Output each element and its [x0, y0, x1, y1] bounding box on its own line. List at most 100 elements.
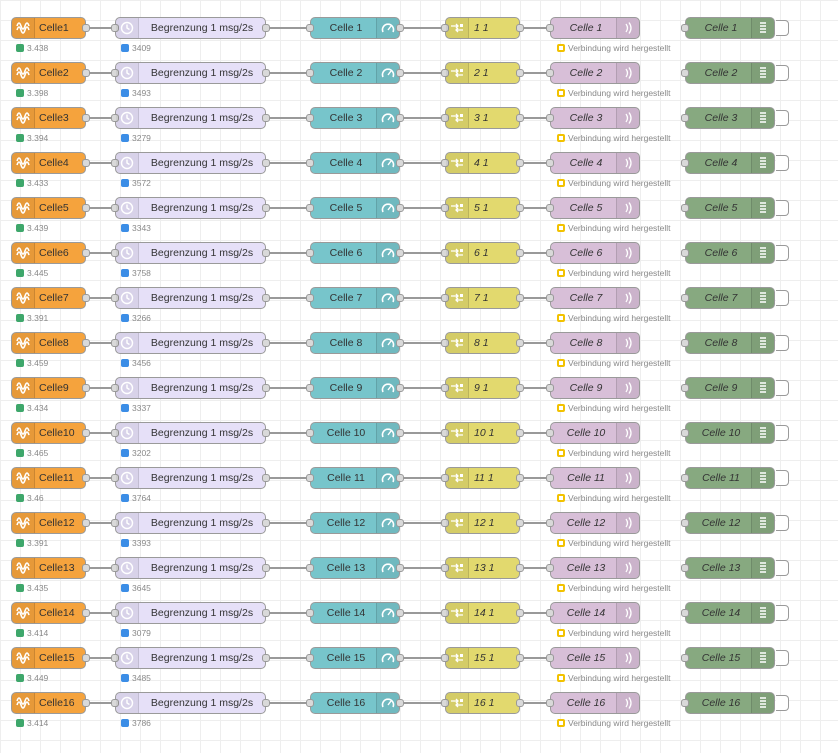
output-port[interactable]	[396, 339, 404, 347]
input-port[interactable]	[111, 699, 119, 707]
input-port[interactable]	[546, 564, 554, 572]
change-node[interactable]: 12 1	[441, 512, 524, 534]
input-port[interactable]	[546, 114, 554, 122]
input-port[interactable]	[441, 69, 449, 77]
delay-node[interactable]: Begrenzung 1 msg/2s	[111, 377, 270, 399]
delay-node[interactable]: Begrenzung 1 msg/2s	[111, 647, 270, 669]
debug-node[interactable]: Celle 1	[681, 17, 775, 39]
change-node[interactable]: 3 1	[441, 107, 524, 129]
input-port[interactable]	[546, 519, 554, 527]
output-port[interactable]	[262, 24, 270, 32]
output-port[interactable]	[396, 474, 404, 482]
input-port[interactable]	[111, 339, 119, 347]
delay-node[interactable]: Begrenzung 1 msg/2s	[111, 152, 270, 174]
input-port[interactable]	[111, 294, 119, 302]
gauge-node[interactable]: Celle 1	[306, 17, 404, 39]
input-port[interactable]	[111, 564, 119, 572]
output-port[interactable]	[262, 339, 270, 347]
change-node[interactable]: 9 1	[441, 377, 524, 399]
input-port[interactable]	[441, 519, 449, 527]
debug-toggle-button[interactable]	[776, 470, 789, 486]
debug-node[interactable]: Celle 4	[681, 152, 775, 174]
output-port[interactable]	[516, 519, 524, 527]
input-port[interactable]	[306, 159, 314, 167]
debug-node[interactable]: Celle 6	[681, 242, 775, 264]
debug-node[interactable]: Celle 10	[681, 422, 775, 444]
output-port[interactable]	[396, 114, 404, 122]
output-port[interactable]	[82, 204, 90, 212]
output-port[interactable]	[396, 249, 404, 257]
input-port[interactable]	[681, 384, 689, 392]
debug-toggle-button[interactable]	[776, 560, 789, 576]
input-port[interactable]	[681, 654, 689, 662]
debug-node[interactable]: Celle 16	[681, 692, 775, 714]
input-port[interactable]	[681, 114, 689, 122]
output-port[interactable]	[516, 159, 524, 167]
mqtt-out-node[interactable]: Celle 8	[546, 332, 640, 354]
input-port[interactable]	[681, 249, 689, 257]
input-port[interactable]	[546, 204, 554, 212]
debug-node[interactable]: Celle 3	[681, 107, 775, 129]
mqtt-out-node[interactable]: Celle 10	[546, 422, 640, 444]
gauge-node[interactable]: Celle 6	[306, 242, 404, 264]
output-port[interactable]	[396, 204, 404, 212]
input-port[interactable]	[306, 249, 314, 257]
delay-node[interactable]: Begrenzung 1 msg/2s	[111, 422, 270, 444]
output-port[interactable]	[82, 69, 90, 77]
change-node[interactable]: 7 1	[441, 287, 524, 309]
output-port[interactable]	[396, 699, 404, 707]
output-port[interactable]	[262, 204, 270, 212]
gauge-node[interactable]: Celle 12	[306, 512, 404, 534]
output-port[interactable]	[262, 114, 270, 122]
gauge-node[interactable]: Celle 14	[306, 602, 404, 624]
input-port[interactable]	[681, 339, 689, 347]
output-port[interactable]	[396, 24, 404, 32]
input-port[interactable]	[441, 294, 449, 302]
delay-node[interactable]: Begrenzung 1 msg/2s	[111, 692, 270, 714]
gauge-node[interactable]: Celle 2	[306, 62, 404, 84]
output-port[interactable]	[516, 204, 524, 212]
input-port[interactable]	[441, 564, 449, 572]
input-port[interactable]	[111, 69, 119, 77]
input-port[interactable]	[441, 654, 449, 662]
debug-toggle-button[interactable]	[776, 515, 789, 531]
output-port[interactable]	[516, 24, 524, 32]
mqtt-out-node[interactable]: Celle 5	[546, 197, 640, 219]
input-port[interactable]	[111, 429, 119, 437]
input-port[interactable]	[681, 429, 689, 437]
mqtt-out-node[interactable]: Celle 4	[546, 152, 640, 174]
input-port[interactable]	[546, 654, 554, 662]
output-port[interactable]	[82, 519, 90, 527]
input-port[interactable]	[546, 69, 554, 77]
input-port[interactable]	[441, 339, 449, 347]
change-node[interactable]: 15 1	[441, 647, 524, 669]
output-port[interactable]	[516, 429, 524, 437]
gauge-node[interactable]: Celle 13	[306, 557, 404, 579]
debug-toggle-button[interactable]	[776, 290, 789, 306]
gauge-node[interactable]: Celle 3	[306, 107, 404, 129]
source-node[interactable]: Celle4	[11, 152, 90, 174]
output-port[interactable]	[82, 474, 90, 482]
input-port[interactable]	[681, 69, 689, 77]
debug-toggle-button[interactable]	[776, 650, 789, 666]
output-port[interactable]	[82, 699, 90, 707]
debug-toggle-button[interactable]	[776, 335, 789, 351]
output-port[interactable]	[396, 609, 404, 617]
source-node[interactable]: Celle7	[11, 287, 90, 309]
debug-toggle-button[interactable]	[776, 65, 789, 81]
gauge-node[interactable]: Celle 15	[306, 647, 404, 669]
mqtt-out-node[interactable]: Celle 2	[546, 62, 640, 84]
output-port[interactable]	[262, 564, 270, 572]
input-port[interactable]	[111, 249, 119, 257]
source-node[interactable]: Celle16	[11, 692, 90, 714]
input-port[interactable]	[306, 429, 314, 437]
output-port[interactable]	[516, 609, 524, 617]
input-port[interactable]	[546, 384, 554, 392]
input-port[interactable]	[306, 339, 314, 347]
input-port[interactable]	[306, 24, 314, 32]
source-node[interactable]: Celle1	[11, 17, 90, 39]
mqtt-out-node[interactable]: Celle 15	[546, 647, 640, 669]
gauge-node[interactable]: Celle 4	[306, 152, 404, 174]
input-port[interactable]	[546, 429, 554, 437]
